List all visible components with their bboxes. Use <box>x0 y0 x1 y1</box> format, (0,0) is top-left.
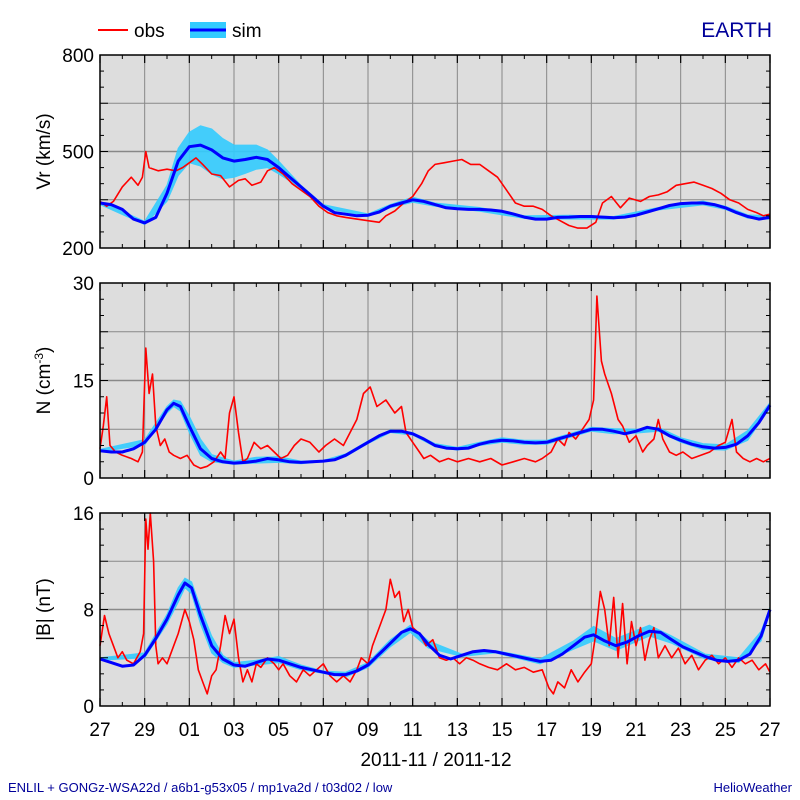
x-tick-label: 11 <box>403 720 423 741</box>
x-tick-label: 21 <box>625 720 646 741</box>
panel-vr-sim-line <box>99 143 771 225</box>
panel-n-ytick-label: 30 <box>73 274 94 295</box>
x-tick-label: 17 <box>536 720 557 741</box>
panel-vr-ytick-label: 200 <box>62 239 94 260</box>
panel-n-ylabel-base: N (cm <box>34 364 55 415</box>
panel-n-ylabel: N (cm-3) <box>32 347 55 415</box>
legend-obs-label: obs <box>134 21 165 42</box>
panel-vr-ticks <box>99 54 771 249</box>
footer-model-info: ENLIL + GONGz-WSA22d / a6b1-g53x05 / mp1… <box>8 780 393 795</box>
legend-sim-label: sim <box>232 21 262 42</box>
panel-n-grid <box>100 283 770 478</box>
x-tick-label: 27 <box>759 720 780 741</box>
legend: obs sim EARTH <box>98 19 772 42</box>
x-tick-label: 27 <box>89 720 110 741</box>
x-tick-label: 23 <box>670 720 691 741</box>
panel-n-ticks <box>99 282 771 479</box>
x-axis-title: 2011-11 / 2011-12 <box>360 750 511 771</box>
panel-vr-ytick-label: 500 <box>62 143 94 164</box>
location-title: EARTH <box>701 19 772 42</box>
panel-b-ytick-labels: 0 8 16 <box>73 504 94 718</box>
footer-brand: HelioWeather <box>713 780 792 795</box>
panel-n-ytick-label: 0 <box>83 469 94 490</box>
x-tick-label: 19 <box>581 720 602 741</box>
x-tick-label: 13 <box>447 720 468 741</box>
x-axis-tick-labels: 27 29 01 03 05 07 09 11 13 15 17 19 21 23 25 27 <box>89 720 780 741</box>
panel-b-ticks <box>99 512 771 707</box>
panel-b: 0 8 16 |B| (nT) <box>34 504 772 718</box>
panel-b-obs-line <box>99 512 771 695</box>
panel-n: 0 15 30 N (cm-3) <box>32 274 772 490</box>
x-tick-label: 29 <box>134 720 155 741</box>
panel-vr-ytick-labels: 200 500 800 <box>62 46 94 260</box>
panel-n-sim-line <box>99 401 772 465</box>
panel-b-ytick-label: 8 <box>83 601 94 622</box>
panel-n-ylabel-exponent: -3 <box>32 353 46 364</box>
x-tick-label: 09 <box>357 720 378 741</box>
x-tick-label: 01 <box>179 720 200 741</box>
panel-vr-ylabel: Vr (km/s) <box>34 113 55 189</box>
x-tick-label: 15 <box>491 720 512 741</box>
panel-b-ytick-label: 16 <box>73 504 94 525</box>
panel-vr-ytick-label: 800 <box>62 46 94 67</box>
panel-n-ytick-labels: 0 15 30 <box>73 274 94 490</box>
x-tick-label: 05 <box>268 720 289 741</box>
panel-n-ytick-label: 15 <box>73 372 94 393</box>
x-tick-label: 25 <box>715 720 736 741</box>
panel-b-ytick-label: 0 <box>83 697 94 718</box>
panel-n-ylabel-close: ) <box>34 347 55 353</box>
x-tick-label: 07 <box>313 720 334 741</box>
panel-vr: 200 500 800 Vr (km/s) <box>34 46 771 260</box>
x-tick-label: 03 <box>223 720 244 741</box>
panel-b-ylabel: |B| (nT) <box>34 578 55 641</box>
panel-vr-obs-line <box>99 150 771 229</box>
panel-b-sim-line <box>99 581 772 677</box>
